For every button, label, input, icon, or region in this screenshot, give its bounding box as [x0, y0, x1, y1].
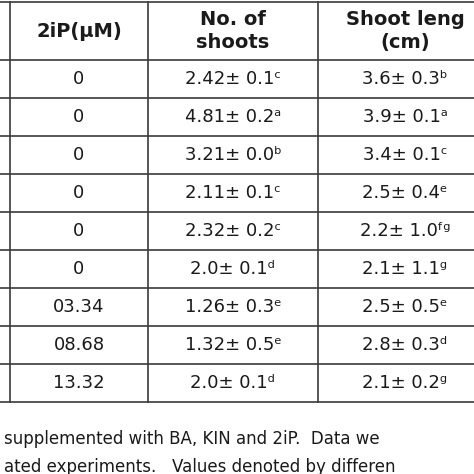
Text: 2.5± 0.4ᵉ: 2.5± 0.4ᵉ: [362, 184, 448, 202]
Text: 0: 0: [73, 184, 85, 202]
Text: 0: 0: [73, 70, 85, 88]
Text: 0: 0: [73, 108, 85, 126]
Text: 2.2± 1.0ᶠᵍ: 2.2± 1.0ᶠᵍ: [360, 222, 450, 240]
Text: 13.32: 13.32: [53, 374, 105, 392]
Text: 3.4± 0.1ᶜ: 3.4± 0.1ᶜ: [363, 146, 447, 164]
Text: 4.81± 0.2ᵃ: 4.81± 0.2ᵃ: [185, 108, 281, 126]
Text: 0: 0: [73, 222, 85, 240]
Text: 2.1± 0.2ᵍ: 2.1± 0.2ᵍ: [363, 374, 447, 392]
Text: 2iP(μM): 2iP(μM): [36, 21, 122, 40]
Text: 2.0± 0.1ᵈ: 2.0± 0.1ᵈ: [191, 374, 275, 392]
Text: supplemented with BA, KIN and 2iP.  Data we: supplemented with BA, KIN and 2iP. Data …: [4, 430, 380, 448]
Text: No. of
shoots: No. of shoots: [196, 10, 270, 52]
Text: 3.6± 0.3ᵇ: 3.6± 0.3ᵇ: [362, 70, 448, 88]
Text: 2.1± 1.1ᵍ: 2.1± 1.1ᵍ: [363, 260, 447, 278]
Text: 1.26± 0.3ᵉ: 1.26± 0.3ᵉ: [185, 298, 282, 316]
Text: 0: 0: [73, 260, 85, 278]
Text: 0: 0: [73, 146, 85, 164]
Text: Shoot leng
(cm): Shoot leng (cm): [346, 10, 465, 52]
Text: ated experiments.   Values denoted by differen: ated experiments. Values denoted by diff…: [4, 458, 395, 474]
Text: 2.0± 0.1ᵈ: 2.0± 0.1ᵈ: [191, 260, 275, 278]
Text: 3.21± 0.0ᵇ: 3.21± 0.0ᵇ: [184, 146, 282, 164]
Text: 2.11± 0.1ᶜ: 2.11± 0.1ᶜ: [185, 184, 281, 202]
Text: 2.42± 0.1ᶜ: 2.42± 0.1ᶜ: [185, 70, 281, 88]
Text: 2.32± 0.2ᶜ: 2.32± 0.2ᶜ: [185, 222, 281, 240]
Text: 3.9± 0.1ᵃ: 3.9± 0.1ᵃ: [363, 108, 447, 126]
Text: 2.8± 0.3ᵈ: 2.8± 0.3ᵈ: [363, 336, 447, 354]
Text: 08.68: 08.68: [54, 336, 105, 354]
Text: 03.34: 03.34: [53, 298, 105, 316]
Text: 1.32± 0.5ᵉ: 1.32± 0.5ᵉ: [184, 336, 282, 354]
Text: 2.5± 0.5ᵉ: 2.5± 0.5ᵉ: [362, 298, 448, 316]
